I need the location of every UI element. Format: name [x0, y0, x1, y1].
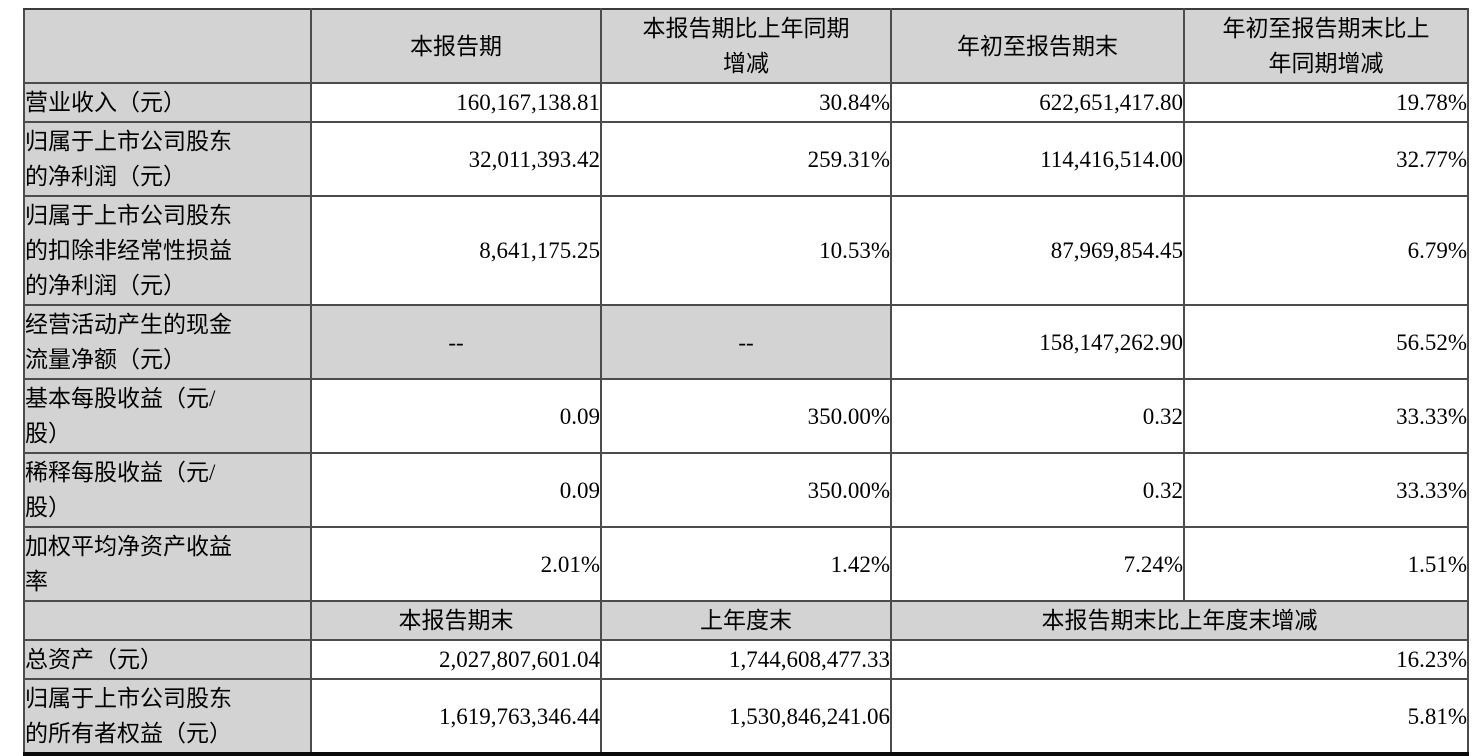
value-ytd-yoy-change: 19.78%: [1183, 82, 1469, 123]
col-header-current-period: 本报告期: [310, 8, 602, 84]
row-net-profit-excl-nonrecurring: 归属于上市公司股东 的扣除非经常性损益 的净利润（元） 8,641,175.25…: [23, 195, 1469, 306]
value-yoy-change: 350.00%: [600, 452, 892, 528]
value-ytd-yoy-change: 32.77%: [1183, 121, 1469, 197]
row-label: 经营活动产生的现金 流量净额（元）: [23, 304, 312, 380]
value-ytd-yoy-change: 33.33%: [1183, 452, 1469, 528]
value-ytd: 7.24%: [890, 526, 1185, 602]
row-operating-revenue: 营业收入（元） 160,167,138.81 30.84% 622,651,41…: [23, 82, 1469, 123]
value-yoy-change: 259.31%: [600, 121, 892, 197]
col-header-current-period-yoy-change: 本报告期比上年同期 增减: [600, 8, 892, 84]
row-basic-eps: 基本每股收益（元/ 股） 0.09 350.00% 0.32 33.33%: [23, 378, 1469, 454]
value-period-end: 2,027,807,601.04: [310, 639, 602, 680]
row-label: 加权平均净资产收益 率: [23, 526, 312, 602]
value-yoy-change: 30.84%: [600, 82, 892, 123]
value-change-vs-prev-year-end: 5.81%: [890, 678, 1469, 756]
value-ytd: 0.32: [890, 452, 1185, 528]
value-current-period: 2.01%: [310, 526, 602, 602]
value-current-period-na: --: [310, 304, 602, 380]
value-current-period: 0.09: [310, 378, 602, 454]
row-label: 基本每股收益（元/ 股）: [23, 378, 312, 454]
mid-header-blank: [23, 600, 312, 641]
column-header-row: 本报告期 本报告期比上年同期 增减 年初至报告期末 年初至报告期末比上 年同期增…: [23, 8, 1469, 84]
value-current-period: 32,011,393.42: [310, 121, 602, 197]
value-yoy-change: 1.42%: [600, 526, 892, 602]
value-prev-year-end: 1,744,608,477.33: [600, 639, 892, 680]
row-label: 归属于上市公司股东 的扣除非经常性损益 的净利润（元）: [23, 195, 312, 306]
value-ytd: 87,969,854.45: [890, 195, 1185, 306]
mid-header-prev-year-end: 上年度末: [600, 600, 892, 641]
value-yoy-change: 10.53%: [600, 195, 892, 306]
row-label: 稀释每股收益（元/ 股）: [23, 452, 312, 528]
row-operating-cash-flow: 经营活动产生的现金 流量净额（元） -- -- 158,147,262.90 5…: [23, 304, 1469, 380]
value-ytd-yoy-change: 56.52%: [1183, 304, 1469, 380]
value-change-vs-prev-year-end: 16.23%: [890, 639, 1469, 680]
row-weighted-avg-roe: 加权平均净资产收益 率 2.01% 1.42% 7.24% 1.51%: [23, 526, 1469, 602]
value-ytd-yoy-change: 1.51%: [1183, 526, 1469, 602]
row-label: 总资产（元）: [23, 639, 312, 680]
mid-header-row: 本报告期末 上年度末 本报告期末比上年度末增减: [23, 600, 1469, 641]
value-yoy-change-na: --: [600, 304, 892, 380]
col-header-ytd-yoy-change: 年初至报告期末比上 年同期增减: [1183, 8, 1469, 84]
row-label: 营业收入（元）: [23, 82, 312, 123]
col-header-ytd: 年初至报告期末: [890, 8, 1185, 84]
value-current-period: 160,167,138.81: [310, 82, 602, 123]
col-header-blank: [23, 8, 312, 84]
mid-header-period-end: 本报告期末: [310, 600, 602, 641]
value-yoy-change: 350.00%: [600, 378, 892, 454]
value-current-period: 0.09: [310, 452, 602, 528]
value-ytd: 158,147,262.90: [890, 304, 1185, 380]
value-current-period: 8,641,175.25: [310, 195, 602, 306]
value-ytd-yoy-change: 33.33%: [1183, 378, 1469, 454]
value-ytd: 622,651,417.80: [890, 82, 1185, 123]
value-ytd: 0.32: [890, 378, 1185, 454]
value-ytd: 114,416,514.00: [890, 121, 1185, 197]
mid-header-change-vs-prev-year-end: 本报告期末比上年度末增减: [890, 600, 1469, 641]
row-label: 归属于上市公司股东 的净利润（元）: [23, 121, 312, 197]
key-financials-table: 本报告期 本报告期比上年同期 增减 年初至报告期末 年初至报告期末比上 年同期增…: [23, 8, 1469, 756]
row-equity-attributable: 归属于上市公司股东 的所有者权益（元） 1,619,763,346.44 1,5…: [23, 678, 1469, 756]
row-net-profit-attributable: 归属于上市公司股东 的净利润（元） 32,011,393.42 259.31% …: [23, 121, 1469, 197]
row-diluted-eps: 稀释每股收益（元/ 股） 0.09 350.00% 0.32 33.33%: [23, 452, 1469, 528]
value-period-end: 1,619,763,346.44: [310, 678, 602, 756]
row-total-assets: 总资产（元） 2,027,807,601.04 1,744,608,477.33…: [23, 639, 1469, 680]
row-label: 归属于上市公司股东 的所有者权益（元）: [23, 678, 312, 756]
value-ytd-yoy-change: 6.79%: [1183, 195, 1469, 306]
value-prev-year-end: 1,530,846,241.06: [600, 678, 892, 756]
